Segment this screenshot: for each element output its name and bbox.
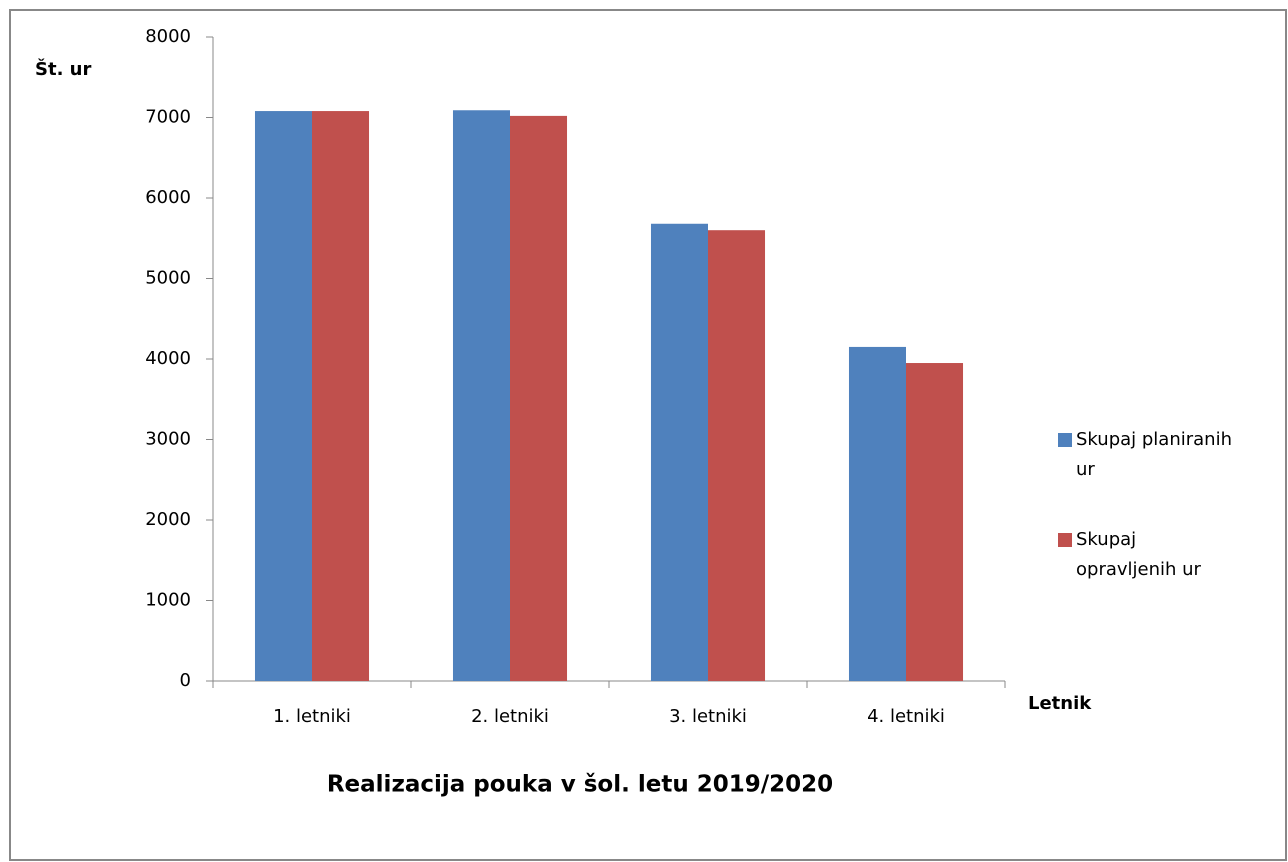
bar — [254, 111, 312, 681]
y-tick-label: 2000 — [145, 509, 191, 530]
bar — [650, 223, 708, 681]
y-tick-label: 8000 — [145, 26, 191, 47]
y-tick-label: 1000 — [145, 590, 191, 611]
y-tick-label: 6000 — [145, 187, 191, 208]
legend-label: Skupaj planiranih ur — [1076, 429, 1232, 480]
bar — [452, 110, 510, 681]
y-tick-label: 7000 — [145, 107, 191, 128]
bar — [312, 111, 370, 681]
legend-swatch — [1058, 433, 1072, 447]
frame — [9, 9, 1287, 861]
x-tick-label: 4. letniki — [867, 706, 945, 727]
x-tick-label: 3. letniki — [669, 706, 747, 727]
legend-item: Skupaj opravljenih ur — [1058, 525, 1258, 585]
x-tick-label: 1. letniki — [273, 706, 351, 727]
bar — [708, 230, 766, 681]
bar — [848, 346, 906, 681]
legend-label: Skupaj opravljenih ur — [1076, 529, 1201, 580]
bar — [906, 363, 964, 681]
legend-item: Skupaj planiranih ur — [1058, 425, 1258, 485]
y-tick-label: 5000 — [145, 268, 191, 289]
y-tick-label: 4000 — [145, 348, 191, 369]
y-tick-label: 3000 — [145, 429, 191, 450]
y-axis-label: Št. ur — [35, 58, 91, 80]
x-tick-label: 2. letniki — [471, 706, 549, 727]
chart-title: Realizacija pouka v šol. letu 2019/2020 — [327, 772, 833, 798]
x-axis-label: Letnik — [1028, 693, 1092, 714]
y-tick-label: 0 — [180, 670, 191, 691]
bar — [510, 115, 568, 681]
legend-swatch — [1058, 533, 1072, 547]
